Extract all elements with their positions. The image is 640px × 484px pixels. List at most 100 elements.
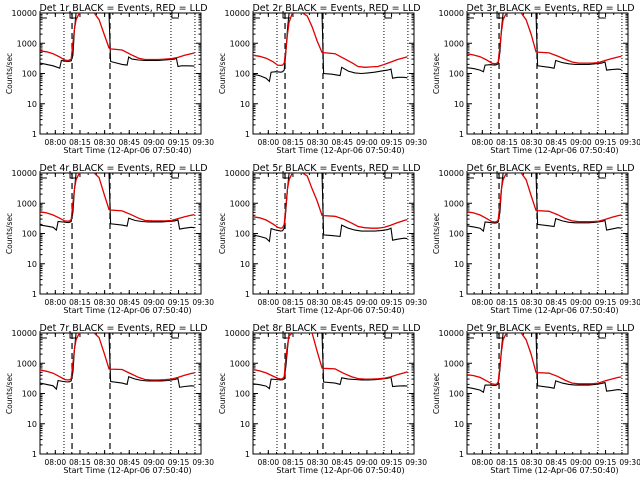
y-tick-label: 1 [459,290,464,299]
y-tick-label: 10 [240,420,250,429]
events-series-line [253,13,408,83]
y-axis-label: Counts/sec [432,373,441,414]
series-group [40,13,195,69]
events-series-line [467,173,622,233]
series-group [253,173,408,243]
interval-bracket-marker [69,171,78,179]
x-tick-label: 08:30 [307,458,329,467]
y-axis-label: Counts/sec [5,53,14,94]
y-tick-label: 10000 [439,329,464,338]
x-tick-label: 08:15 [496,298,518,307]
x-tick-label: 09:30 [405,458,427,467]
y-axis-label: Counts/sec [218,53,227,94]
x-tick-label: 09:30 [405,138,427,147]
chart-title: Det 2r BLACK = Events, RED = LLD [252,3,420,14]
detector-panel: Det 7r BLACK = Events, RED = LLD Counts/s… [0,320,214,480]
interval-bracket-marker [384,331,392,339]
interval-bracket-marker [252,11,260,19]
lld-series-line [40,173,195,222]
interval-bracket-marker [39,11,47,19]
interval-bracket-marker [282,331,291,339]
y-tick-label: 1 [32,130,37,139]
y-tick-label: 100 [22,70,37,79]
series-group [253,13,408,83]
x-tick-label: 08:15 [282,458,304,467]
x-tick-label: 09:15 [381,138,403,147]
series-group [40,333,195,391]
interval-bracket-marker [171,171,179,179]
y-tick-label: 1 [459,450,464,459]
x-tick-label: 08:45 [118,298,140,307]
lld-series-line [253,13,408,68]
y-tick-label: 1 [32,290,37,299]
series-group [467,333,622,394]
x-tick-label: 08:30 [94,458,116,467]
x-tick-label: 09:00 [143,298,165,307]
detector-panel: Det 2r BLACK = Events, RED = LLD Counts/s… [213,0,427,160]
y-tick-label: 100 [22,230,37,239]
y-tick-label: 10000 [439,9,464,18]
x-axis-label: Start Time (12-Apr-06 07:50:40) [276,146,404,155]
interval-bracket-marker [69,331,78,339]
interval-bracket-marker [252,171,260,179]
x-tick-label: 09:30 [619,298,640,307]
x-tick-label: 09:00 [356,298,378,307]
x-tick-label: 08:15 [69,298,91,307]
y-tick-label: 100 [235,70,250,79]
y-tick-label: 100 [449,70,464,79]
interval-bracket-marker [252,331,260,339]
lld-series-line [253,333,408,380]
x-tick-label: 08:30 [307,298,329,307]
x-tick-label: 08:30 [94,138,116,147]
x-tick-label: 08:15 [69,458,91,467]
events-series-line [40,173,195,232]
x-tick-label: 09:00 [570,458,592,467]
x-tick-label: 09:30 [192,138,214,147]
x-tick-label: 09:00 [570,138,592,147]
x-tick-label: 08:45 [545,458,567,467]
chart-title: Det 1r BLACK = Events, RED = LLD [39,3,207,14]
x-axis-label: Start Time (12-Apr-06 07:50:40) [276,466,404,475]
x-tick-label: 08:30 [521,458,543,467]
x-tick-label: 09:15 [381,458,403,467]
x-tick-label: 08:00 [472,458,494,467]
chart-svg: Det 7r BLACK = Events, RED = LLD Counts/s… [5,323,214,475]
x-tick-label: 09:30 [192,458,214,467]
y-axis-label: Counts/sec [432,53,441,94]
x-tick-label: 09:00 [143,458,165,467]
x-tick-label: 08:30 [521,298,543,307]
y-tick-label: 1000 [444,359,464,368]
series-group [467,13,622,73]
x-tick-label: 09:30 [619,458,640,467]
events-series-line [467,333,622,394]
events-series-line [467,13,622,73]
x-tick-label: 08:00 [45,458,67,467]
interval-bracket-marker [384,171,392,179]
x-tick-label: 08:00 [472,138,494,147]
x-axis-label: Start Time (12-Apr-06 07:50:40) [490,306,618,315]
x-tick-label: 09:30 [619,138,640,147]
interval-bracket-marker [466,331,474,339]
x-tick-label: 08:45 [545,298,567,307]
chart-title: Det 3r BLACK = Events, RED = LLD [466,3,634,14]
x-tick-label: 08:00 [258,298,280,307]
x-tick-label: 08:15 [282,298,304,307]
chart-title: Det 7r BLACK = Events, RED = LLD [39,323,207,334]
x-tick-label: 08:45 [118,458,140,467]
lld-series-line [40,333,195,381]
lld-series-line [467,13,622,65]
chart-svg: Det 5r BLACK = Events, RED = LLD Counts/s… [218,163,427,315]
x-tick-label: 09:30 [192,298,214,307]
y-tick-label: 10000 [439,169,464,178]
y-tick-label: 1000 [444,39,464,48]
y-tick-label: 100 [235,390,250,399]
interval-bracket-marker [171,11,179,19]
y-tick-label: 10000 [12,9,37,18]
interval-bracket-marker [466,11,474,19]
y-tick-label: 10 [27,260,37,269]
detector-panel: Det 4r BLACK = Events, RED = LLD Counts/s… [0,160,214,320]
chart-svg: Det 6r BLACK = Events, RED = LLD Counts/s… [432,163,640,315]
chart-title: Det 4r BLACK = Events, RED = LLD [39,163,207,174]
interval-bracket-marker [171,331,179,339]
